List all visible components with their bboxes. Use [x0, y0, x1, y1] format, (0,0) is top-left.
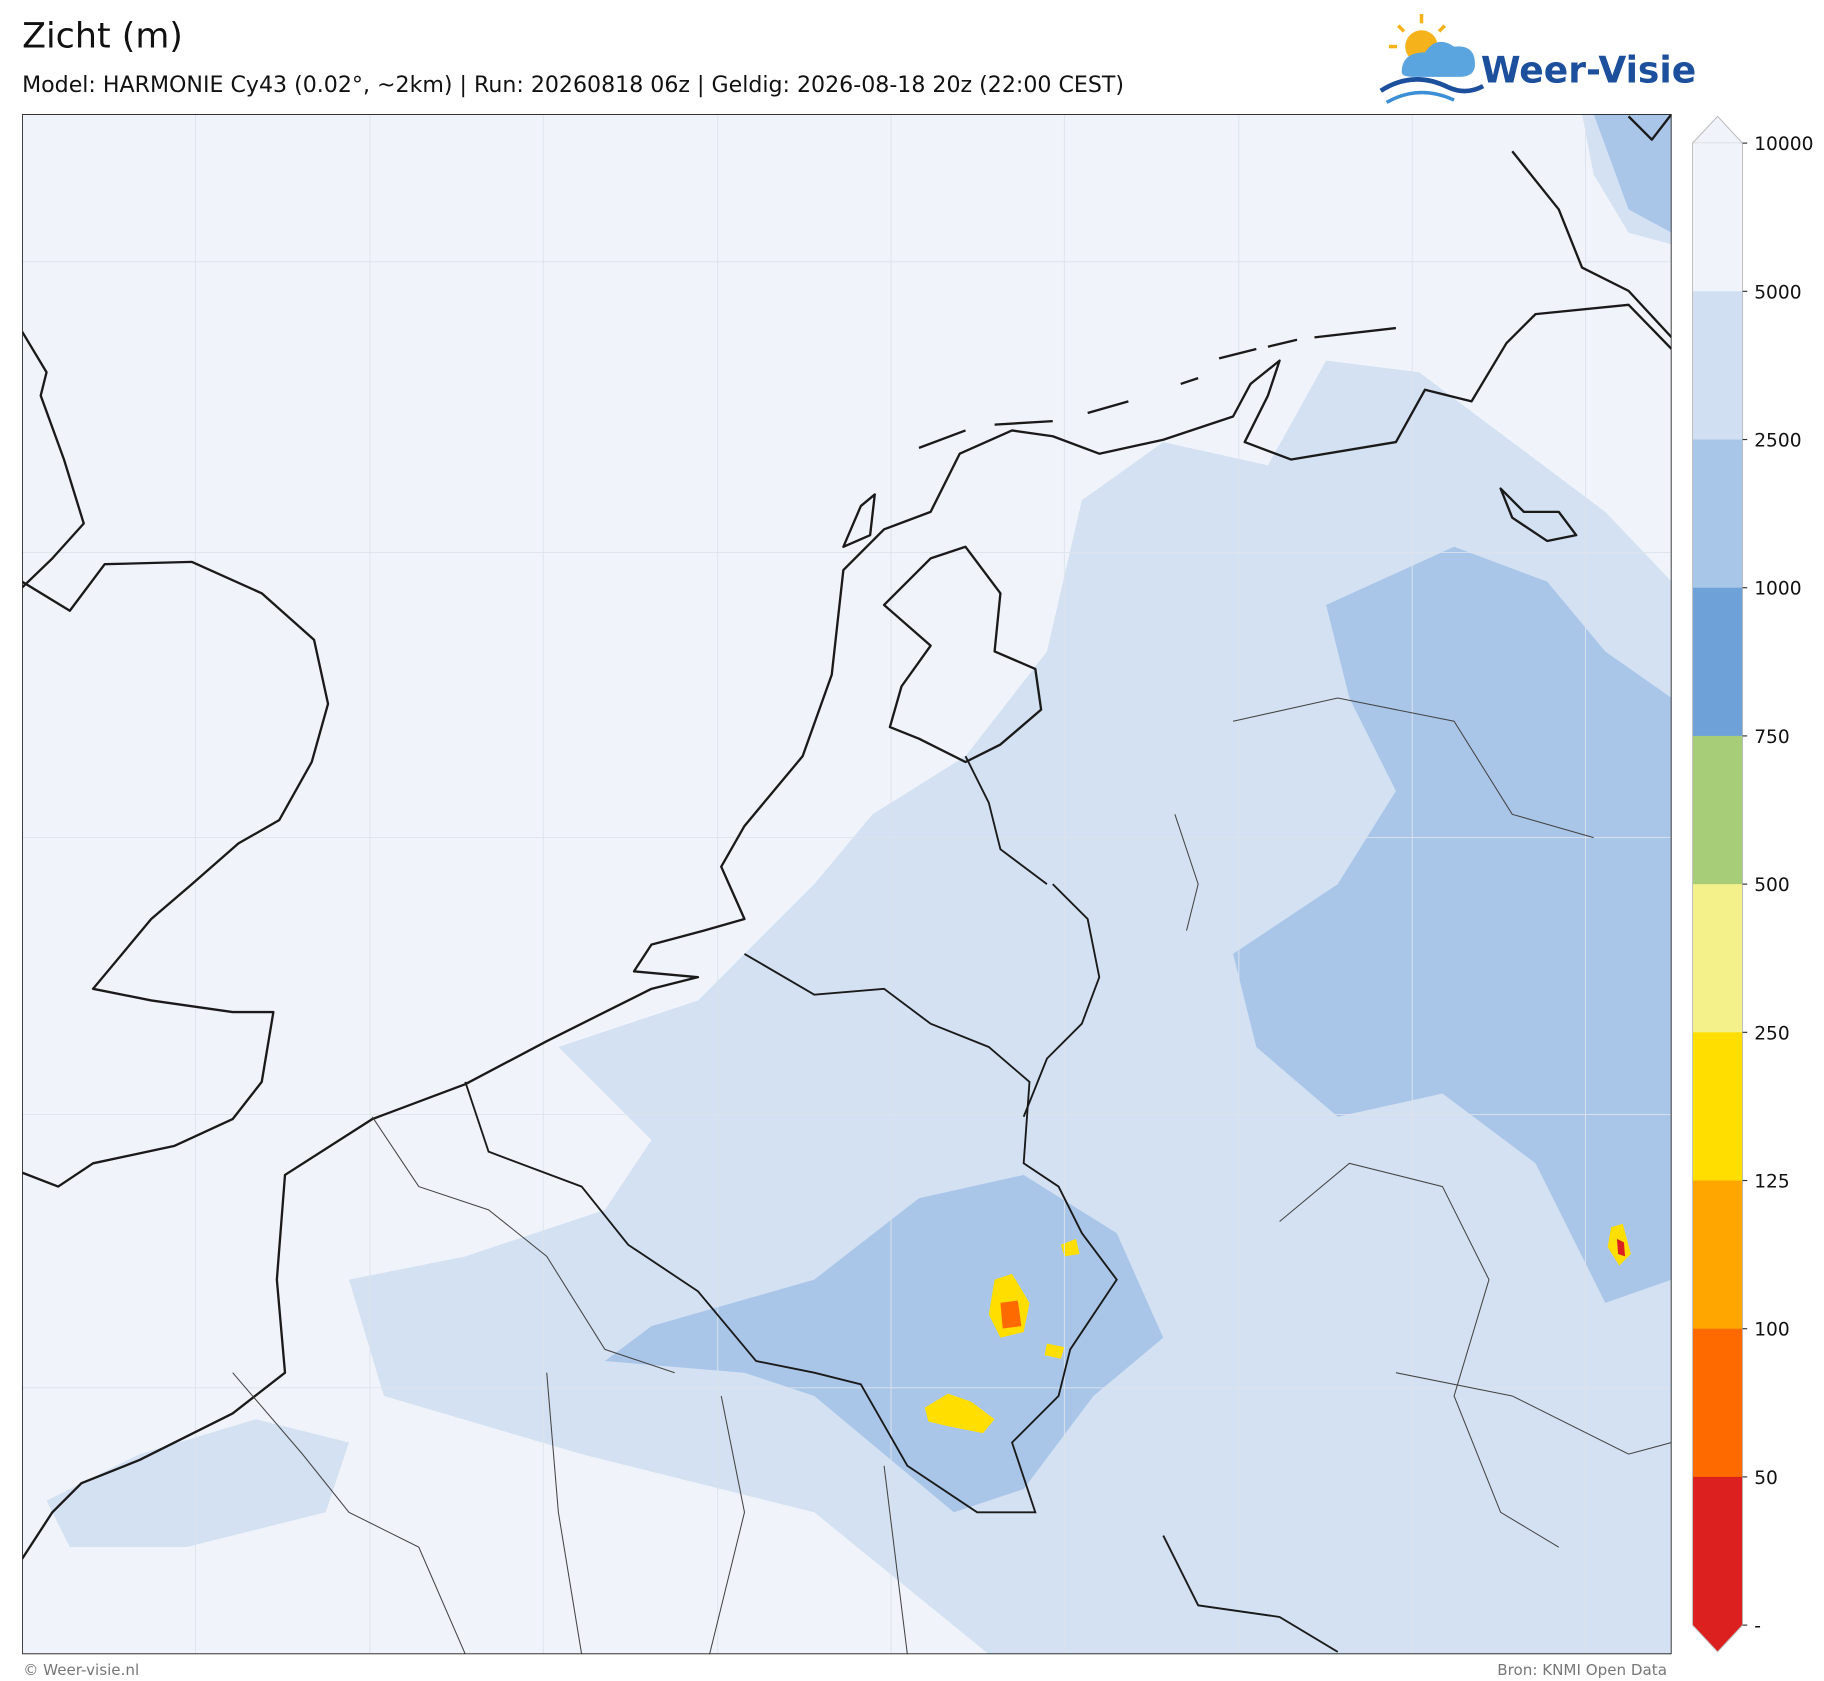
colorbar-label: 750: [1754, 727, 1790, 748]
colorbar-label: 2500: [1754, 431, 1801, 452]
colorbar-label: -: [1754, 1616, 1761, 1637]
logo-text: Weer-Visie: [1481, 50, 1696, 92]
colorbar-band: [1692, 291, 1743, 441]
coastlines: [22, 114, 1672, 1560]
colorbar-band: [1692, 1180, 1743, 1330]
colorbar-band: [1692, 143, 1743, 292]
colorbar-band: [1692, 439, 1743, 589]
colorbar-band: [1692, 1328, 1743, 1478]
colorbar-band: [1692, 1476, 1743, 1626]
colorbar-extend-top: [1691, 115, 1744, 144]
colorbar-label: 100: [1754, 1320, 1790, 1341]
colorbar-band: [1692, 884, 1743, 1033]
colorbar-label: 250: [1754, 1023, 1790, 1044]
grid: [22, 114, 1672, 1655]
colorbar-band: [1692, 587, 1743, 737]
logo: Weer-Visie: [1379, 13, 1696, 104]
borders: [232, 697, 1672, 1655]
subtitle: Model: HARMONIE Cy43 (0.02°, ~2km) | Run…: [22, 72, 1124, 98]
colorbar-label: 5000: [1754, 282, 1801, 303]
footer-source: Bron: KNMI Open Data: [1497, 1661, 1667, 1679]
colorbar-band: [1692, 735, 1743, 885]
colorbar-label: 125: [1754, 1172, 1790, 1193]
map: [22, 114, 1672, 1655]
colorbar: 10000 5000 2500 1000 750 500 250 125 100 50 -: [1691, 115, 1813, 1653]
colorbar-label: 50: [1754, 1468, 1778, 1489]
visibility-field: [46, 114, 1672, 1655]
colorbar-label: 10000: [1754, 134, 1813, 155]
footer-credit: © Weer-visie.nl: [23, 1661, 139, 1679]
title: Zicht (m): [22, 17, 183, 57]
colorbar-extend-bottom: [1692, 1625, 1743, 1652]
colorbar-band: [1692, 1032, 1743, 1182]
colorbar-label: 1000: [1754, 579, 1801, 600]
colorbar-label: 500: [1754, 875, 1790, 896]
